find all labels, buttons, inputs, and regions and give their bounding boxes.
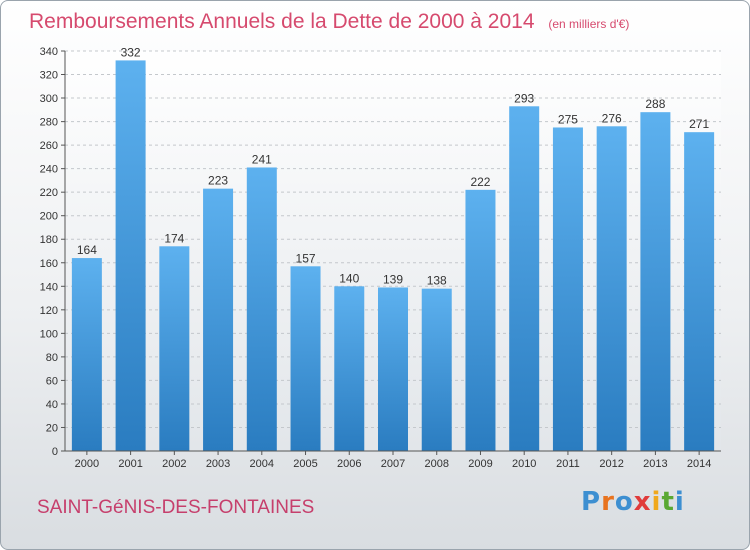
y-tick-label: 60: [46, 375, 58, 387]
x-tick-label: 2014: [687, 458, 711, 470]
y-tick-label: 100: [40, 328, 58, 340]
bars: 164 332 174 223 241 157 140 139 138 222 293 275 276 2…: [71, 45, 715, 452]
bar-2011: [552, 127, 583, 452]
bar-value-label: 293: [514, 91, 534, 105]
x-tick-label: 2008: [424, 458, 448, 470]
bar-value-label: 241: [252, 152, 272, 166]
y-tick-label: 120: [40, 305, 58, 317]
bar-2001: [115, 60, 146, 451]
bar-value-label: 275: [558, 112, 578, 126]
bar-2007: [378, 287, 408, 451]
x-tick-label: 2006: [337, 458, 361, 470]
bar-2000: [71, 258, 102, 451]
y-tick-label: 20: [46, 422, 58, 434]
bar-2013: [640, 112, 671, 452]
x-tick-label: 2004: [250, 458, 274, 470]
y-tick-label: 200: [40, 211, 58, 223]
bar-value-label: 222: [470, 175, 490, 189]
bar-value-label: 138: [427, 274, 447, 288]
bar-value-label: 140: [339, 271, 359, 285]
bar-value-label: 288: [645, 97, 665, 111]
x-axis: 2000 2001 2002 2003 2004 2005 2006 2007 2008 2009…: [65, 450, 721, 470]
bar-value-label: 271: [689, 117, 709, 131]
bar-value-label: 174: [164, 231, 184, 245]
bar-2014: [684, 132, 715, 452]
bar-2003: [203, 188, 234, 451]
y-tick-label: 40: [46, 399, 58, 411]
bar-value-label: 332: [121, 45, 141, 59]
y-tick-label: 140: [40, 281, 58, 293]
bar-2008: [421, 288, 452, 451]
logo-letter: x: [633, 487, 652, 517]
x-tick-label: 2007: [381, 458, 405, 470]
y-axis: 0 20 40 60 80 100 120 140 160 180 200 220 240 260 280 3…: [40, 46, 66, 458]
y-tick-label: 220: [40, 187, 58, 199]
bar-2009: [465, 189, 496, 451]
bar-value-label: 276: [602, 111, 622, 125]
y-tick-label: 240: [40, 164, 58, 176]
bar-value-label: 223: [208, 174, 228, 188]
bar-2010: [509, 106, 540, 451]
y-tick-label: 0: [52, 446, 58, 458]
chart-unit-note: (en milliers d'€): [548, 17, 630, 31]
bar-value-label: 139: [383, 272, 403, 286]
logo-letter: i: [651, 487, 662, 517]
logo-letter: r: [601, 487, 615, 517]
bar-value-label: 164: [77, 243, 97, 257]
x-tick-label: 2000: [75, 458, 99, 470]
proxiti-logo: Proxiti: [581, 487, 685, 517]
x-tick-label: 2005: [293, 458, 317, 470]
bar-2006: [334, 286, 365, 451]
logo-letter: o: [614, 487, 634, 517]
x-tick-label: 2002: [162, 458, 186, 470]
bar-2012: [596, 126, 627, 451]
chart-title: Remboursements Annuels de la Dette de 20…: [29, 10, 629, 34]
y-tick-label: 320: [40, 70, 58, 82]
x-tick-label: 2009: [468, 458, 492, 470]
bar-2005: [290, 266, 321, 451]
y-tick-label: 80: [46, 352, 58, 364]
y-tick-label: 160: [40, 258, 58, 270]
x-tick-label: 2003: [206, 458, 230, 470]
y-tick-label: 340: [40, 46, 58, 58]
logo-letter: t: [661, 487, 675, 517]
bar-2002: [159, 246, 190, 451]
y-tick-label: 280: [40, 117, 58, 129]
y-tick-label: 260: [40, 140, 58, 152]
x-tick-label: 2001: [118, 458, 142, 470]
x-tick-label: 2010: [512, 458, 536, 470]
bar-value-label: 157: [296, 251, 316, 265]
x-tick-label: 2013: [643, 458, 667, 470]
logo-letter: i: [674, 487, 685, 517]
y-tick-label: 300: [40, 93, 58, 105]
x-tick-label: 2011: [556, 458, 580, 470]
logo-letter: P: [581, 487, 602, 517]
chart-title-text: Remboursements Annuels de la Dette de 20…: [29, 10, 535, 33]
x-tick-label: 2012: [599, 458, 623, 470]
y-tick-label: 180: [40, 234, 58, 246]
bar-2004: [246, 167, 277, 451]
town-name: SAINT-GéNIS-DES-FONTAINES: [37, 497, 315, 518]
